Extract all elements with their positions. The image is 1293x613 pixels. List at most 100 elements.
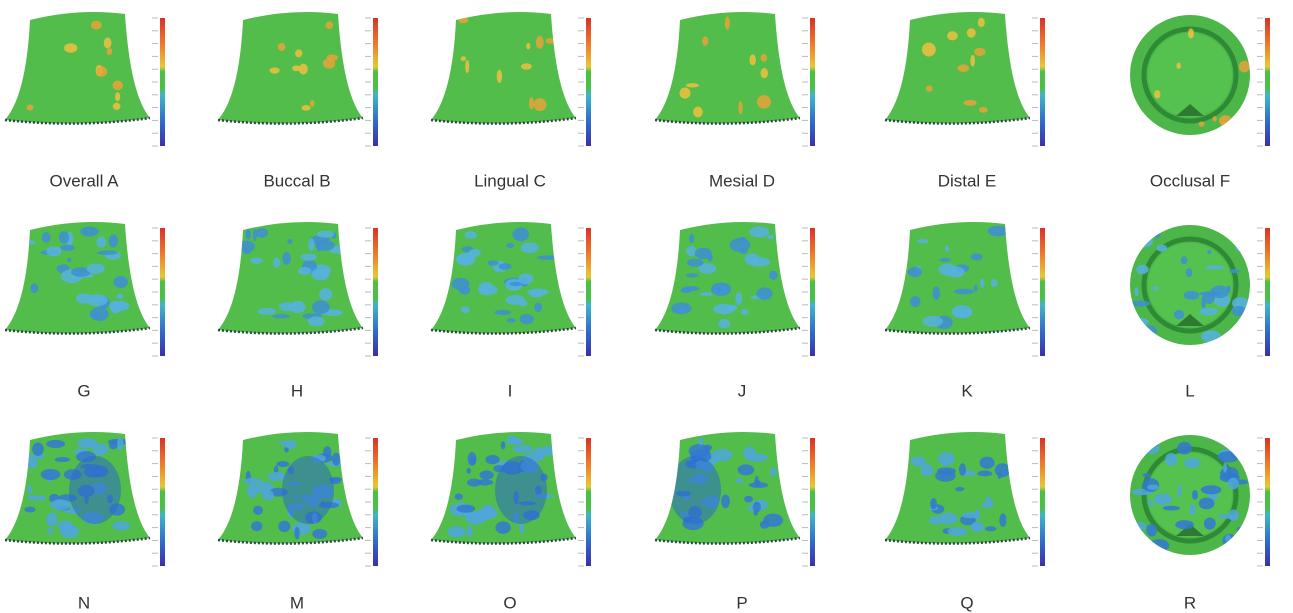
deviation-spot <box>1241 528 1246 538</box>
deviation-spot <box>687 259 704 267</box>
deviation-spot <box>1174 310 1184 319</box>
deviation-spot <box>253 506 263 515</box>
deviation-spot <box>113 276 128 288</box>
deviation-spot <box>89 297 104 302</box>
panel-label: R <box>1184 593 1196 612</box>
deviation-spot <box>757 95 771 109</box>
color-scale <box>373 18 378 146</box>
panel-label: Distal E <box>938 171 997 190</box>
deviation-spot <box>686 246 697 257</box>
deviation-spot <box>703 445 712 451</box>
deviation-spot <box>741 309 748 316</box>
deviation-spot <box>1149 539 1169 552</box>
deviation-spot <box>711 282 731 295</box>
deviation-spot <box>744 496 753 503</box>
panel <box>431 12 591 146</box>
deviation-spot <box>495 521 510 533</box>
deviation-spot <box>1177 442 1192 455</box>
panel-label: O <box>503 593 516 612</box>
deviation-spot <box>971 253 983 260</box>
deviation-spot <box>112 521 130 530</box>
abutment <box>431 12 576 124</box>
deviation-spot <box>298 267 312 275</box>
deviation-spot <box>282 252 291 265</box>
deviation-spot <box>671 303 691 315</box>
deviation-spot <box>478 285 498 295</box>
deviation-spot <box>27 495 47 500</box>
deviation-spot <box>756 287 772 299</box>
deviation-spot <box>698 438 703 446</box>
deviation-spot <box>28 485 33 494</box>
deviation-spot <box>1141 30 1146 34</box>
deviation-spot <box>317 231 335 238</box>
panel-label: G <box>77 381 90 400</box>
deviation-spot <box>477 507 498 519</box>
deviation-spot <box>262 490 274 501</box>
deviation-spot <box>718 319 730 329</box>
deviation-spot <box>1228 478 1239 490</box>
deviation-spot <box>689 234 694 243</box>
deviation-spot <box>1235 242 1248 252</box>
panel <box>218 432 378 566</box>
deviation-spot <box>991 279 998 287</box>
deviation-spot <box>115 92 120 101</box>
deviation-spot <box>999 513 1006 527</box>
deviation-spot <box>534 98 547 111</box>
deviation-spot <box>308 238 314 251</box>
deviation-spot <box>721 494 730 508</box>
deviation-spot <box>980 457 995 469</box>
deviation-spot <box>290 301 305 314</box>
deviation-spot <box>1146 524 1157 537</box>
deviation-spot <box>499 263 512 269</box>
deviation-spot <box>46 513 57 527</box>
deviation-spot <box>467 479 481 487</box>
deviation-spot <box>80 227 99 237</box>
deviation-zone <box>669 456 721 524</box>
deviation-spot <box>695 248 712 260</box>
deviation-spot <box>959 463 966 475</box>
deviation-spot <box>253 229 257 241</box>
deviation-spot <box>1134 250 1139 258</box>
deviation-spot <box>30 283 38 293</box>
deviation-spot <box>1184 291 1200 300</box>
deviation-spot <box>967 28 976 38</box>
deviation-spot <box>464 231 477 239</box>
figure: Overall ABuccal BLingual CMesial DDistal… <box>0 0 1293 613</box>
deviation-spot <box>534 302 542 312</box>
deviation-spot <box>1136 236 1153 247</box>
deviation-spot <box>977 471 992 477</box>
panel-label: J <box>738 381 747 400</box>
deviation-spot <box>940 258 951 262</box>
panel-label: I <box>508 381 513 400</box>
deviation-spot <box>1199 121 1205 126</box>
deviation-spot <box>922 43 936 57</box>
deviation-spot <box>948 527 968 536</box>
deviation-spot <box>1142 236 1147 246</box>
deviation-spot <box>92 312 99 318</box>
deviation-spot <box>510 282 522 286</box>
panel <box>885 432 1045 566</box>
deviation-spot <box>735 292 742 305</box>
deviation-spot <box>929 516 944 524</box>
deviation-spot <box>91 21 102 30</box>
deviation-spot <box>725 17 730 30</box>
deviation-spot <box>461 306 470 313</box>
deviation-spot <box>27 104 34 110</box>
deviation-spot <box>59 231 69 244</box>
deviation-zone <box>282 456 334 524</box>
panel <box>431 432 591 566</box>
deviation-zone <box>69 456 121 524</box>
deviation-spot <box>1178 485 1182 498</box>
panel <box>5 432 165 566</box>
deviation-spot <box>455 493 463 500</box>
deviation-spot <box>1163 506 1180 511</box>
deviation-spot <box>686 83 699 87</box>
color-scale <box>810 18 815 146</box>
deviation-spot <box>693 107 703 118</box>
deviation-spot <box>1207 250 1211 254</box>
deviation-spot <box>42 232 51 242</box>
panel-label: Mesial D <box>709 171 775 190</box>
deviation-spot <box>327 54 338 61</box>
deviation-spot <box>308 316 325 326</box>
deviation-spot <box>770 467 777 476</box>
